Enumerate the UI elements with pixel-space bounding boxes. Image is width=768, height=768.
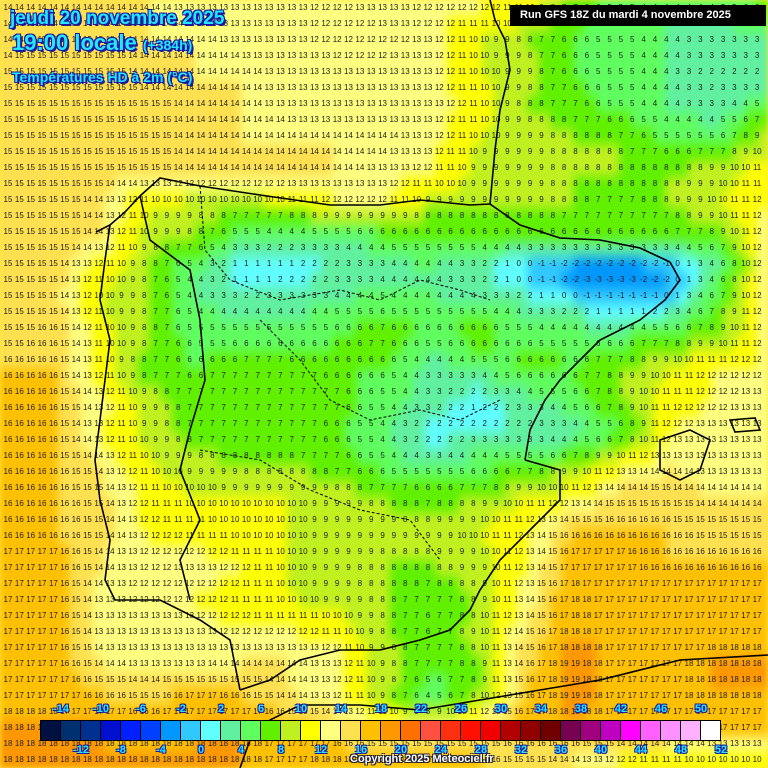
france-west-coast: [489, 0, 511, 205]
legend-label: 38: [575, 703, 587, 715]
legend-label: 34: [535, 703, 547, 715]
legend-label: 6: [258, 703, 264, 715]
region-border: [199, 185, 491, 301]
pyrenees-border: [489, 203, 671, 263]
legend-swatch: [541, 721, 561, 740]
region-border: [199, 449, 441, 561]
legend-label: 28: [475, 744, 487, 756]
legend-label: 8: [278, 744, 284, 756]
north-coast-spain: [95, 177, 491, 233]
legend-label: -8: [116, 744, 126, 756]
legend-swatch: [441, 721, 461, 740]
mediterranean-coast-north: [524, 261, 681, 461]
legend-swatch: [581, 721, 601, 740]
legend-swatch: [661, 721, 681, 740]
legend-swatch: [521, 721, 541, 740]
legend-label: 2: [218, 703, 224, 715]
minorca-island: [728, 417, 762, 433]
legend-swatch: [641, 721, 661, 740]
legend-label: 40: [595, 744, 607, 756]
forecast-lead-time: (+384h): [143, 37, 192, 53]
legend-swatch: [161, 721, 181, 740]
legend-swatch: [81, 721, 101, 740]
legend-label: 44: [635, 744, 647, 756]
legend-swatch: [401, 721, 421, 740]
legend-label: 4: [238, 744, 244, 756]
legend-label: 0: [198, 744, 204, 756]
legend-swatch: [301, 721, 321, 740]
legend-label: 24: [435, 744, 447, 756]
legend-label: 30: [495, 703, 507, 715]
legend-swatch: [621, 721, 641, 740]
legend-label: -6: [136, 703, 146, 715]
legend-label: -12: [73, 744, 89, 756]
legend-label: -2: [176, 703, 186, 715]
legend-label: -10: [93, 703, 109, 715]
legend-swatch: [41, 721, 61, 740]
legend-swatch: [701, 721, 720, 740]
legend-swatch: [361, 721, 381, 740]
legend-swatch: [601, 721, 621, 740]
legend-swatch: [341, 721, 361, 740]
parameter-title: Températures HD à 2m (°C): [12, 69, 192, 85]
copyright: Copyright 2025 Meteociel.fr: [350, 753, 494, 765]
legend-swatch: [481, 721, 501, 740]
legend-swatch: [261, 721, 281, 740]
legend-label: -14: [53, 703, 69, 715]
legend-swatch: [281, 721, 301, 740]
legend-swatch: [141, 721, 161, 740]
legend-swatch: [101, 721, 121, 740]
legend-label: 20: [395, 744, 407, 756]
legend-swatch: [501, 721, 521, 740]
portugal-coast: [94, 224, 241, 691]
legend-swatch: [461, 721, 481, 740]
legend-swatch: [561, 721, 581, 740]
legend-label: 50: [695, 703, 707, 715]
legend-label: 12: [315, 744, 327, 756]
legend-swatch: [681, 721, 701, 740]
legend-label: 48: [675, 744, 687, 756]
legend-label: 36: [555, 744, 567, 756]
forecast-time-local: 19:00 locale: [12, 30, 137, 55]
legend-label: 18: [375, 703, 387, 715]
legend-swatch: [241, 721, 261, 740]
legend-label: 32: [515, 744, 527, 756]
legend-swatch: [381, 721, 401, 740]
legend-label: 42: [615, 703, 627, 715]
legend-label: 14: [335, 703, 347, 715]
region-border: [259, 319, 501, 421]
legend-label: -4: [156, 744, 166, 756]
east-coast-spain: [239, 459, 561, 691]
legend-label: 10: [295, 703, 307, 715]
mallorca-island: [659, 429, 711, 481]
legend-swatch: [321, 721, 341, 740]
legend-label: 22: [415, 703, 427, 715]
portugal-border: [139, 195, 206, 601]
legend-swatch: [201, 721, 221, 740]
legend-swatch: [181, 721, 201, 740]
legend-swatch: [421, 721, 441, 740]
legend-swatch: [61, 721, 81, 740]
legend-label: 46: [655, 703, 667, 715]
legend-label: 16: [355, 744, 367, 756]
legend-label: 26: [455, 703, 467, 715]
color-scale-legend: [40, 720, 721, 741]
forecast-date: jeudi 20 novembre 2025: [10, 8, 224, 30]
forecast-time: 19:00 locale (+384h): [12, 30, 192, 56]
legend-swatch: [121, 721, 141, 740]
legend-label: 52: [715, 744, 727, 756]
model-run-label: Run GFS 18Z du mardi 4 novembre 2025: [510, 5, 766, 26]
legend-swatch: [221, 721, 241, 740]
